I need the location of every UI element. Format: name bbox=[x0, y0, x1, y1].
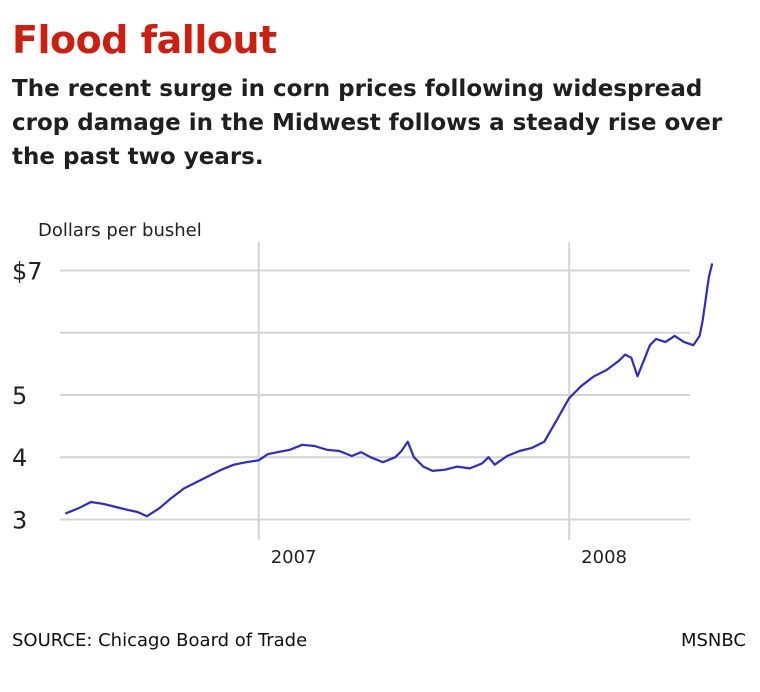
chart-subtitle: The recent surge in corn prices followin… bbox=[12, 76, 723, 170]
y-tick-label: 3 bbox=[12, 506, 27, 534]
x-tick-label: 2007 bbox=[271, 547, 317, 568]
series-line-0 bbox=[65, 263, 714, 518]
y-axis-label: Dollars per bushel bbox=[38, 220, 202, 241]
x-tick-label: 2008 bbox=[581, 547, 627, 568]
line-layer bbox=[65, 263, 714, 518]
chart-title: Flood fallout bbox=[12, 18, 277, 62]
price-line-chart: $7 5 4 3 2007 2008 bbox=[12, 242, 714, 568]
grid-layer bbox=[60, 242, 690, 540]
y-tick-label: $7 bbox=[12, 258, 43, 286]
source-note: SOURCE: Chicago Board of Trade bbox=[12, 630, 308, 651]
y-tick-label: 5 bbox=[12, 382, 27, 410]
credit-note: MSNBC bbox=[680, 630, 746, 651]
y-tick-label: 4 bbox=[12, 444, 27, 472]
tick-layer: $7 5 4 3 2007 2008 bbox=[12, 258, 627, 568]
